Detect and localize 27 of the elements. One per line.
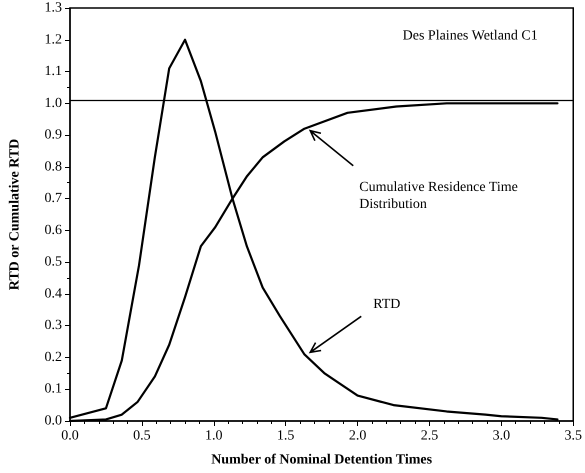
y-tick-label: 1.2 — [44, 32, 62, 48]
x-tick-label: 1.0 — [205, 428, 223, 444]
y-tick-label: 0.6 — [44, 222, 62, 238]
y-tick-label: 0.4 — [44, 286, 62, 302]
y-axis-title: RTD or Cumulative RTD — [8, 138, 22, 290]
x-axis-title: Number of Nominal Detention Times — [211, 452, 433, 468]
y-tick-label: 1.0 — [44, 96, 62, 111]
x-tick-label: 0.5 — [133, 428, 151, 444]
y-tick-label: 0.0 — [44, 414, 62, 428]
y-tick-label: 1.3 — [44, 0, 62, 16]
y-tick-label: 0.5 — [44, 254, 62, 270]
y-tick-label: 0.9 — [44, 128, 62, 143]
x-tick-label: 3.5 — [564, 428, 582, 444]
y-tick-label: 0.2 — [44, 350, 62, 365]
text: Des Plaines Wetland C1 — [402, 28, 538, 44]
y-tick-label: 0.7 — [44, 191, 62, 206]
annotation: RTD — [373, 296, 402, 314]
annotation: Cumulative Residence Time Distribution — [359, 178, 519, 213]
x-tick-label: 2.5 — [420, 428, 438, 444]
x-tick-label: 0.0 — [61, 428, 79, 444]
x-tick-label: 3.0 — [492, 428, 510, 444]
y-tick-label: 0.1 — [44, 382, 62, 397]
y-tick-label: 0.8 — [44, 159, 62, 174]
y-tick-label: 1.1 — [44, 64, 62, 80]
x-tick-label: 2.0 — [348, 428, 366, 444]
x-tick-label: 1.5 — [276, 428, 294, 444]
y-tick-label: 0.3 — [44, 318, 62, 334]
